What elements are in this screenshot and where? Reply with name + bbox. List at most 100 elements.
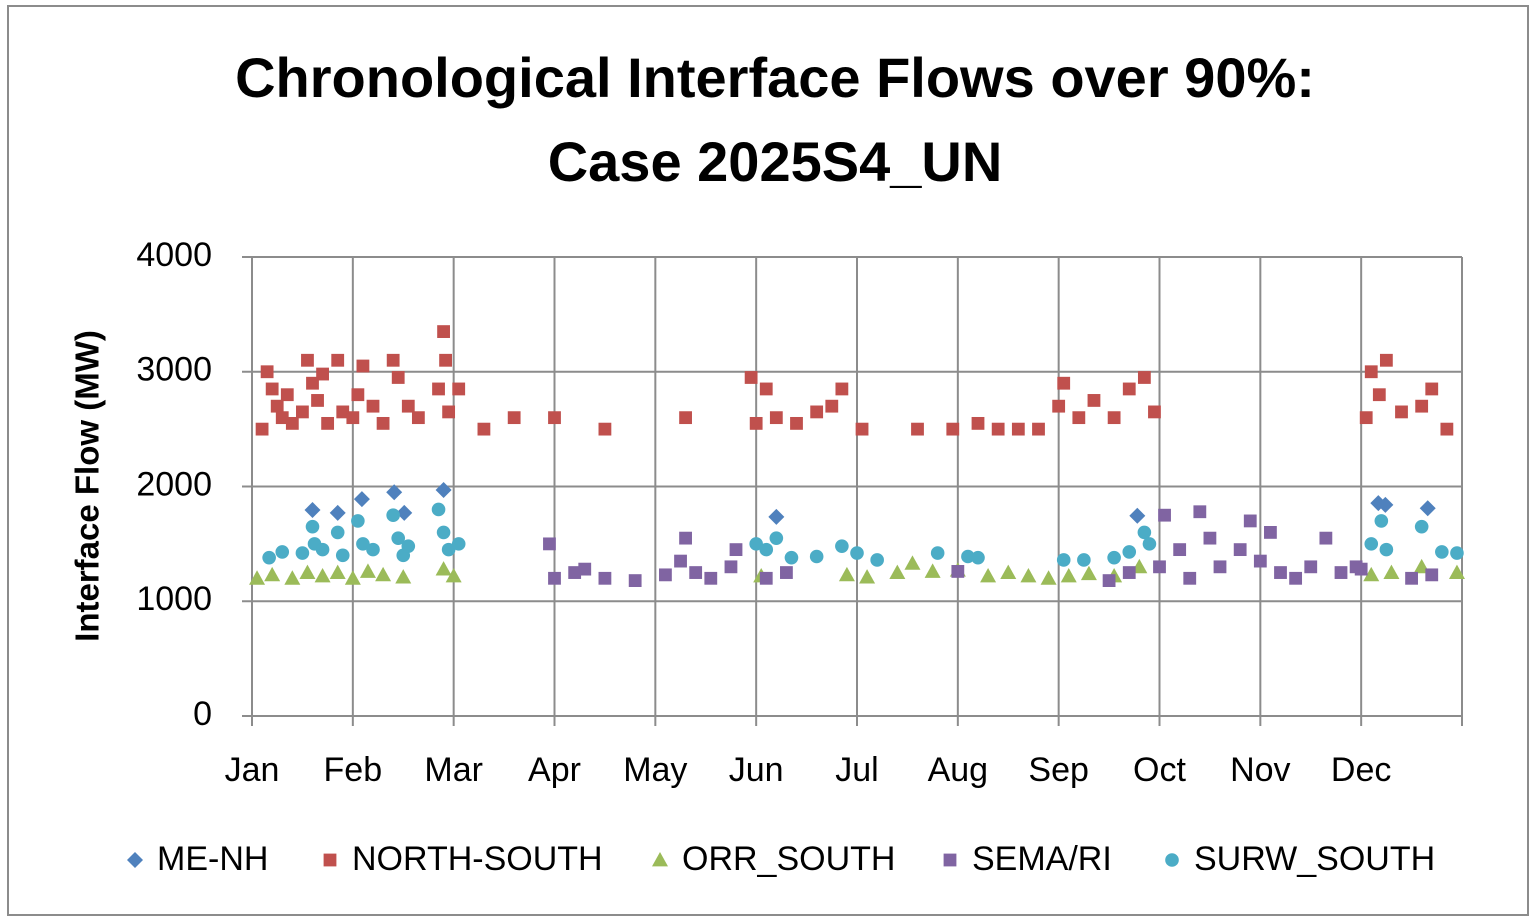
point <box>1383 564 1400 579</box>
point <box>1304 560 1318 574</box>
point <box>1419 500 1436 517</box>
point <box>1060 568 1077 583</box>
point <box>628 574 642 587</box>
point <box>1253 554 1267 568</box>
point <box>301 353 314 367</box>
point <box>578 562 592 576</box>
point <box>295 546 310 560</box>
point <box>838 566 855 582</box>
point <box>759 382 773 396</box>
point <box>1213 560 1227 574</box>
x-tick-label: Apr <box>528 751 581 789</box>
point <box>704 571 718 585</box>
point <box>439 353 452 367</box>
point <box>507 411 521 425</box>
point <box>790 416 803 430</box>
point <box>859 569 876 584</box>
point <box>391 531 406 545</box>
point <box>435 481 452 498</box>
point <box>330 525 345 540</box>
point <box>1359 411 1373 425</box>
point <box>285 416 299 430</box>
x-tick-label: Feb <box>324 751 383 789</box>
point <box>1102 574 1116 587</box>
point <box>1264 526 1277 539</box>
point <box>855 422 869 436</box>
point <box>946 422 960 436</box>
point <box>1377 496 1394 513</box>
point <box>1107 550 1121 565</box>
legend-marker <box>323 853 337 867</box>
point <box>961 549 975 564</box>
x-tick-label: Aug <box>928 751 989 789</box>
legend-label: SURW_SOUTH <box>1194 840 1435 878</box>
x-tick-label: Sep <box>1028 751 1089 789</box>
point <box>315 542 330 557</box>
point <box>835 539 849 553</box>
point <box>911 422 924 436</box>
point <box>679 531 692 545</box>
point <box>971 416 985 430</box>
chart-title: Chronological Interface Flows over 90%: <box>235 46 1315 109</box>
point <box>674 554 687 568</box>
point <box>1435 545 1449 559</box>
point <box>749 416 763 430</box>
point <box>780 566 793 579</box>
point <box>366 399 380 413</box>
point <box>436 525 451 540</box>
point <box>437 325 450 338</box>
x-tick-label: Nov <box>1230 751 1290 789</box>
point <box>768 508 785 525</box>
point <box>1379 542 1394 557</box>
point <box>311 394 324 407</box>
point <box>435 561 452 576</box>
point <box>249 570 266 585</box>
point <box>265 382 279 396</box>
point <box>304 502 321 519</box>
point <box>784 550 799 565</box>
point <box>991 422 1005 436</box>
point <box>306 376 319 390</box>
point <box>351 514 365 528</box>
point <box>329 564 346 579</box>
legend-marker <box>1165 853 1179 867</box>
point <box>1203 531 1217 545</box>
point <box>870 553 884 567</box>
point <box>275 545 290 559</box>
point <box>396 504 413 521</box>
point <box>386 508 400 522</box>
point <box>1020 568 1037 583</box>
chart-title: Case 2025S4_UN <box>548 130 1003 193</box>
point <box>1122 382 1136 396</box>
point <box>1319 531 1333 545</box>
y-tick-label: 0 <box>193 695 212 733</box>
point <box>356 537 370 551</box>
point <box>744 371 758 384</box>
point <box>284 570 301 585</box>
point <box>1056 553 1071 567</box>
point <box>1000 564 1017 579</box>
point <box>432 382 445 396</box>
x-tick-label: May <box>623 751 687 789</box>
point <box>689 566 703 579</box>
x-tick-label: Jul <box>835 751 878 789</box>
point <box>1072 411 1086 425</box>
point <box>305 519 320 534</box>
legend-label: SEMA/RI <box>972 840 1112 878</box>
point <box>1233 543 1247 557</box>
point <box>889 564 906 579</box>
point <box>729 543 743 557</box>
point <box>270 399 284 413</box>
point <box>329 504 346 521</box>
point <box>386 484 403 501</box>
point <box>1077 553 1091 567</box>
point <box>1372 388 1386 402</box>
point <box>1363 566 1380 582</box>
point <box>401 539 416 553</box>
y-tick-label: 2000 <box>136 465 212 503</box>
point <box>659 568 672 582</box>
point <box>1148 405 1161 419</box>
point <box>769 411 783 425</box>
